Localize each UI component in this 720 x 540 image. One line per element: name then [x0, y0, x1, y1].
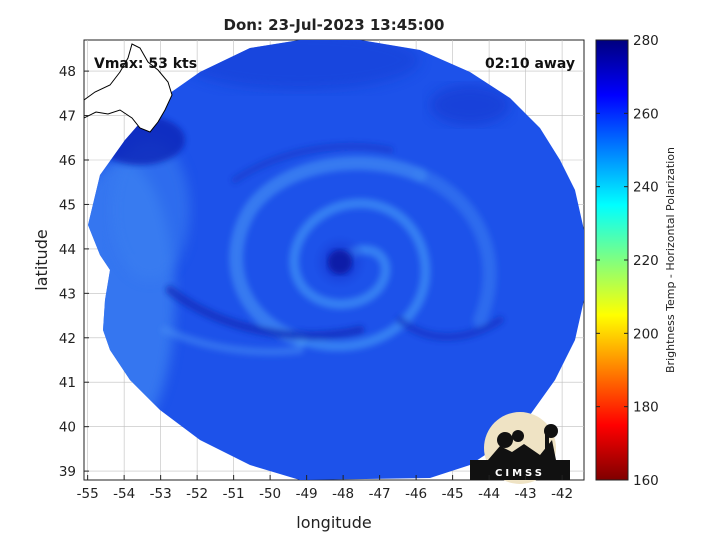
colorbar-tick-label: 200	[633, 326, 659, 342]
y-tick-label: 44	[59, 242, 76, 258]
time-away-label: 02:10 away	[485, 56, 575, 72]
y-axis: 39 40 41 42 43 44 45 46 47 48	[59, 64, 89, 480]
colorbar-tick-label: 280	[633, 33, 659, 49]
x-tick-label: -47	[369, 486, 391, 502]
y-tick-label: 43	[59, 286, 76, 302]
y-tick-label: 45	[59, 197, 76, 213]
y-tick-label: 40	[59, 420, 76, 436]
x-tick-label: -43	[515, 486, 537, 502]
x-tick-label: -51	[223, 486, 245, 502]
coastline	[84, 43, 173, 133]
x-tick-label: -49	[296, 486, 318, 502]
x-tick-label: -53	[150, 486, 172, 502]
colorbar-tick-label: 260	[633, 106, 659, 122]
cimss-logo: CIMSS	[470, 412, 570, 484]
colorbar	[595, 39, 629, 481]
x-tick-label: -52	[186, 486, 208, 502]
y-tick-label: 48	[59, 64, 76, 80]
colorbar-tick-label: 220	[633, 253, 659, 269]
colorbar-tick-label: 180	[633, 400, 659, 416]
x-tick-label: -45	[442, 486, 464, 502]
y-tick-label: 46	[59, 153, 76, 169]
brightness-temperature-swath	[84, 40, 584, 480]
x-tick-label: -50	[259, 486, 281, 502]
colorbar-tick-label: 160	[633, 473, 659, 489]
cimss-logo-text: CIMSS	[495, 468, 545, 479]
colorbar-tick-label: 240	[633, 180, 659, 196]
y-tick-label: 47	[59, 109, 76, 125]
y-axis-label: latitude	[32, 229, 51, 290]
vmax-label: Vmax: 53 kts	[94, 56, 197, 72]
y-tick-label: 39	[59, 464, 76, 480]
x-tick-label: -42	[551, 486, 573, 502]
x-tick-label: -54	[113, 486, 135, 502]
y-tick-label: 41	[59, 375, 76, 391]
x-axis: -55 -54 -53 -52 -51 -50 -49 -48 -47 -46 -45 -44 -43-…	[77, 475, 573, 502]
colorbar-ticks: 160 180 200 220 240 260 280	[596, 33, 659, 489]
x-tick-label: -48	[332, 486, 354, 502]
x-tick-label: -55	[77, 486, 99, 502]
chart-title: Don: 23-Jul-2023 13:45:00	[224, 16, 445, 34]
x-axis-label: longitude	[296, 513, 371, 532]
x-tick-label: -44	[478, 486, 500, 502]
x-tick-label: -46	[405, 486, 427, 502]
colorbar-label: Brightness Temp - Horizontal Polarizatio…	[664, 147, 677, 373]
y-tick-label: 42	[59, 331, 76, 347]
